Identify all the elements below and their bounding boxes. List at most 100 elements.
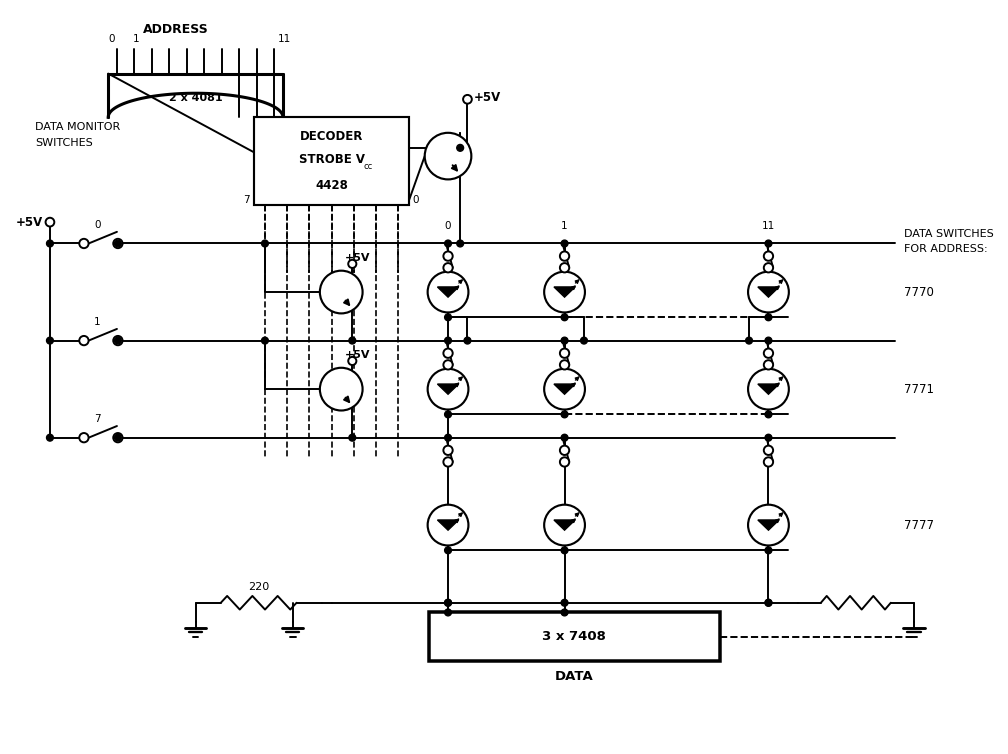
Circle shape xyxy=(444,251,453,261)
Circle shape xyxy=(559,457,570,467)
Circle shape xyxy=(559,360,570,369)
Circle shape xyxy=(80,239,89,248)
Text: 220: 220 xyxy=(248,582,269,592)
Circle shape xyxy=(445,411,452,418)
Text: 7: 7 xyxy=(243,195,250,205)
Text: 7: 7 xyxy=(94,414,101,425)
Text: 7777: 7777 xyxy=(904,519,934,532)
Polygon shape xyxy=(758,520,779,530)
Circle shape xyxy=(765,547,772,553)
Circle shape xyxy=(748,504,789,545)
Circle shape xyxy=(765,314,772,320)
Text: +5V: +5V xyxy=(345,350,371,360)
Text: 0: 0 xyxy=(95,220,101,230)
Circle shape xyxy=(561,434,568,441)
Text: STROBE V: STROBE V xyxy=(298,153,365,166)
Circle shape xyxy=(115,434,121,441)
Circle shape xyxy=(561,599,568,606)
Circle shape xyxy=(746,337,752,344)
Circle shape xyxy=(765,599,772,606)
Circle shape xyxy=(544,504,585,545)
Circle shape xyxy=(445,547,452,553)
Polygon shape xyxy=(758,287,779,297)
Circle shape xyxy=(45,218,54,226)
Circle shape xyxy=(544,369,585,409)
Text: DECODER: DECODER xyxy=(299,130,363,143)
Text: 0: 0 xyxy=(445,221,452,231)
Text: +5V: +5V xyxy=(474,91,501,104)
Circle shape xyxy=(457,145,464,152)
Circle shape xyxy=(464,337,471,344)
Circle shape xyxy=(559,446,570,455)
Circle shape xyxy=(348,357,357,365)
Circle shape xyxy=(445,599,452,606)
Text: 1: 1 xyxy=(94,317,101,327)
Circle shape xyxy=(261,337,268,344)
Circle shape xyxy=(764,251,773,261)
Text: DATA MONITOR: DATA MONITOR xyxy=(35,122,121,132)
Circle shape xyxy=(445,599,452,606)
Circle shape xyxy=(463,95,472,103)
Circle shape xyxy=(46,337,53,344)
Text: 4428: 4428 xyxy=(316,179,348,192)
Circle shape xyxy=(427,271,469,312)
Circle shape xyxy=(544,271,585,312)
Text: SWITCHES: SWITCHES xyxy=(35,138,93,149)
Text: 7771: 7771 xyxy=(904,382,934,396)
Circle shape xyxy=(764,348,773,358)
Circle shape xyxy=(113,433,123,443)
Circle shape xyxy=(748,369,789,409)
Circle shape xyxy=(115,240,121,247)
Circle shape xyxy=(561,547,568,553)
Circle shape xyxy=(424,133,472,179)
Circle shape xyxy=(581,337,588,344)
Circle shape xyxy=(46,434,53,441)
Circle shape xyxy=(445,609,452,616)
Circle shape xyxy=(320,271,363,314)
Circle shape xyxy=(764,446,773,455)
Circle shape xyxy=(427,369,469,409)
Text: +5V: +5V xyxy=(16,216,43,228)
Polygon shape xyxy=(554,287,576,297)
Circle shape xyxy=(559,348,570,358)
Circle shape xyxy=(764,457,773,467)
Text: 11: 11 xyxy=(277,35,290,44)
Text: FOR ADDRESS:: FOR ADDRESS: xyxy=(904,244,988,254)
Text: DATA: DATA xyxy=(554,670,594,683)
Circle shape xyxy=(80,433,89,443)
Circle shape xyxy=(444,348,453,358)
Circle shape xyxy=(561,314,568,320)
Text: cc: cc xyxy=(364,161,373,170)
Circle shape xyxy=(765,599,772,606)
Polygon shape xyxy=(554,520,576,530)
Circle shape xyxy=(765,411,772,418)
Circle shape xyxy=(764,263,773,272)
Circle shape xyxy=(80,336,89,345)
Circle shape xyxy=(427,504,469,545)
Circle shape xyxy=(444,457,453,467)
Circle shape xyxy=(561,411,568,418)
Circle shape xyxy=(444,446,453,455)
Circle shape xyxy=(748,271,789,312)
Text: 3 x 7408: 3 x 7408 xyxy=(542,630,606,643)
Text: 2 x 4081: 2 x 4081 xyxy=(168,93,223,103)
Circle shape xyxy=(445,314,452,320)
Text: ADDRESS: ADDRESS xyxy=(143,23,209,36)
Circle shape xyxy=(561,240,568,247)
Circle shape xyxy=(46,240,53,247)
Circle shape xyxy=(561,609,568,616)
Circle shape xyxy=(561,337,568,344)
Circle shape xyxy=(764,360,773,369)
Text: DATA SWITCHES: DATA SWITCHES xyxy=(904,228,994,239)
Circle shape xyxy=(457,240,464,247)
Circle shape xyxy=(444,360,453,369)
Text: 7770: 7770 xyxy=(904,286,934,299)
Polygon shape xyxy=(437,287,459,297)
Circle shape xyxy=(113,239,123,248)
Circle shape xyxy=(115,337,121,344)
Circle shape xyxy=(445,337,452,344)
Circle shape xyxy=(559,251,570,261)
Text: 1: 1 xyxy=(561,221,568,231)
Text: 0: 0 xyxy=(412,195,418,205)
FancyBboxPatch shape xyxy=(254,118,409,204)
